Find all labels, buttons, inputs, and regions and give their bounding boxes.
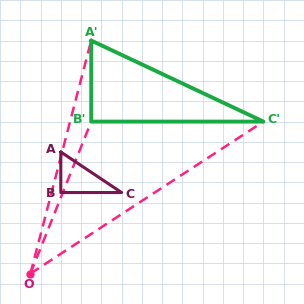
Text: O: O xyxy=(23,278,34,291)
Text: C: C xyxy=(125,188,134,201)
Text: B': B' xyxy=(73,113,87,126)
Text: A': A' xyxy=(85,26,99,39)
Text: C': C' xyxy=(267,113,280,126)
Text: B: B xyxy=(46,187,55,200)
Text: A: A xyxy=(46,143,55,157)
